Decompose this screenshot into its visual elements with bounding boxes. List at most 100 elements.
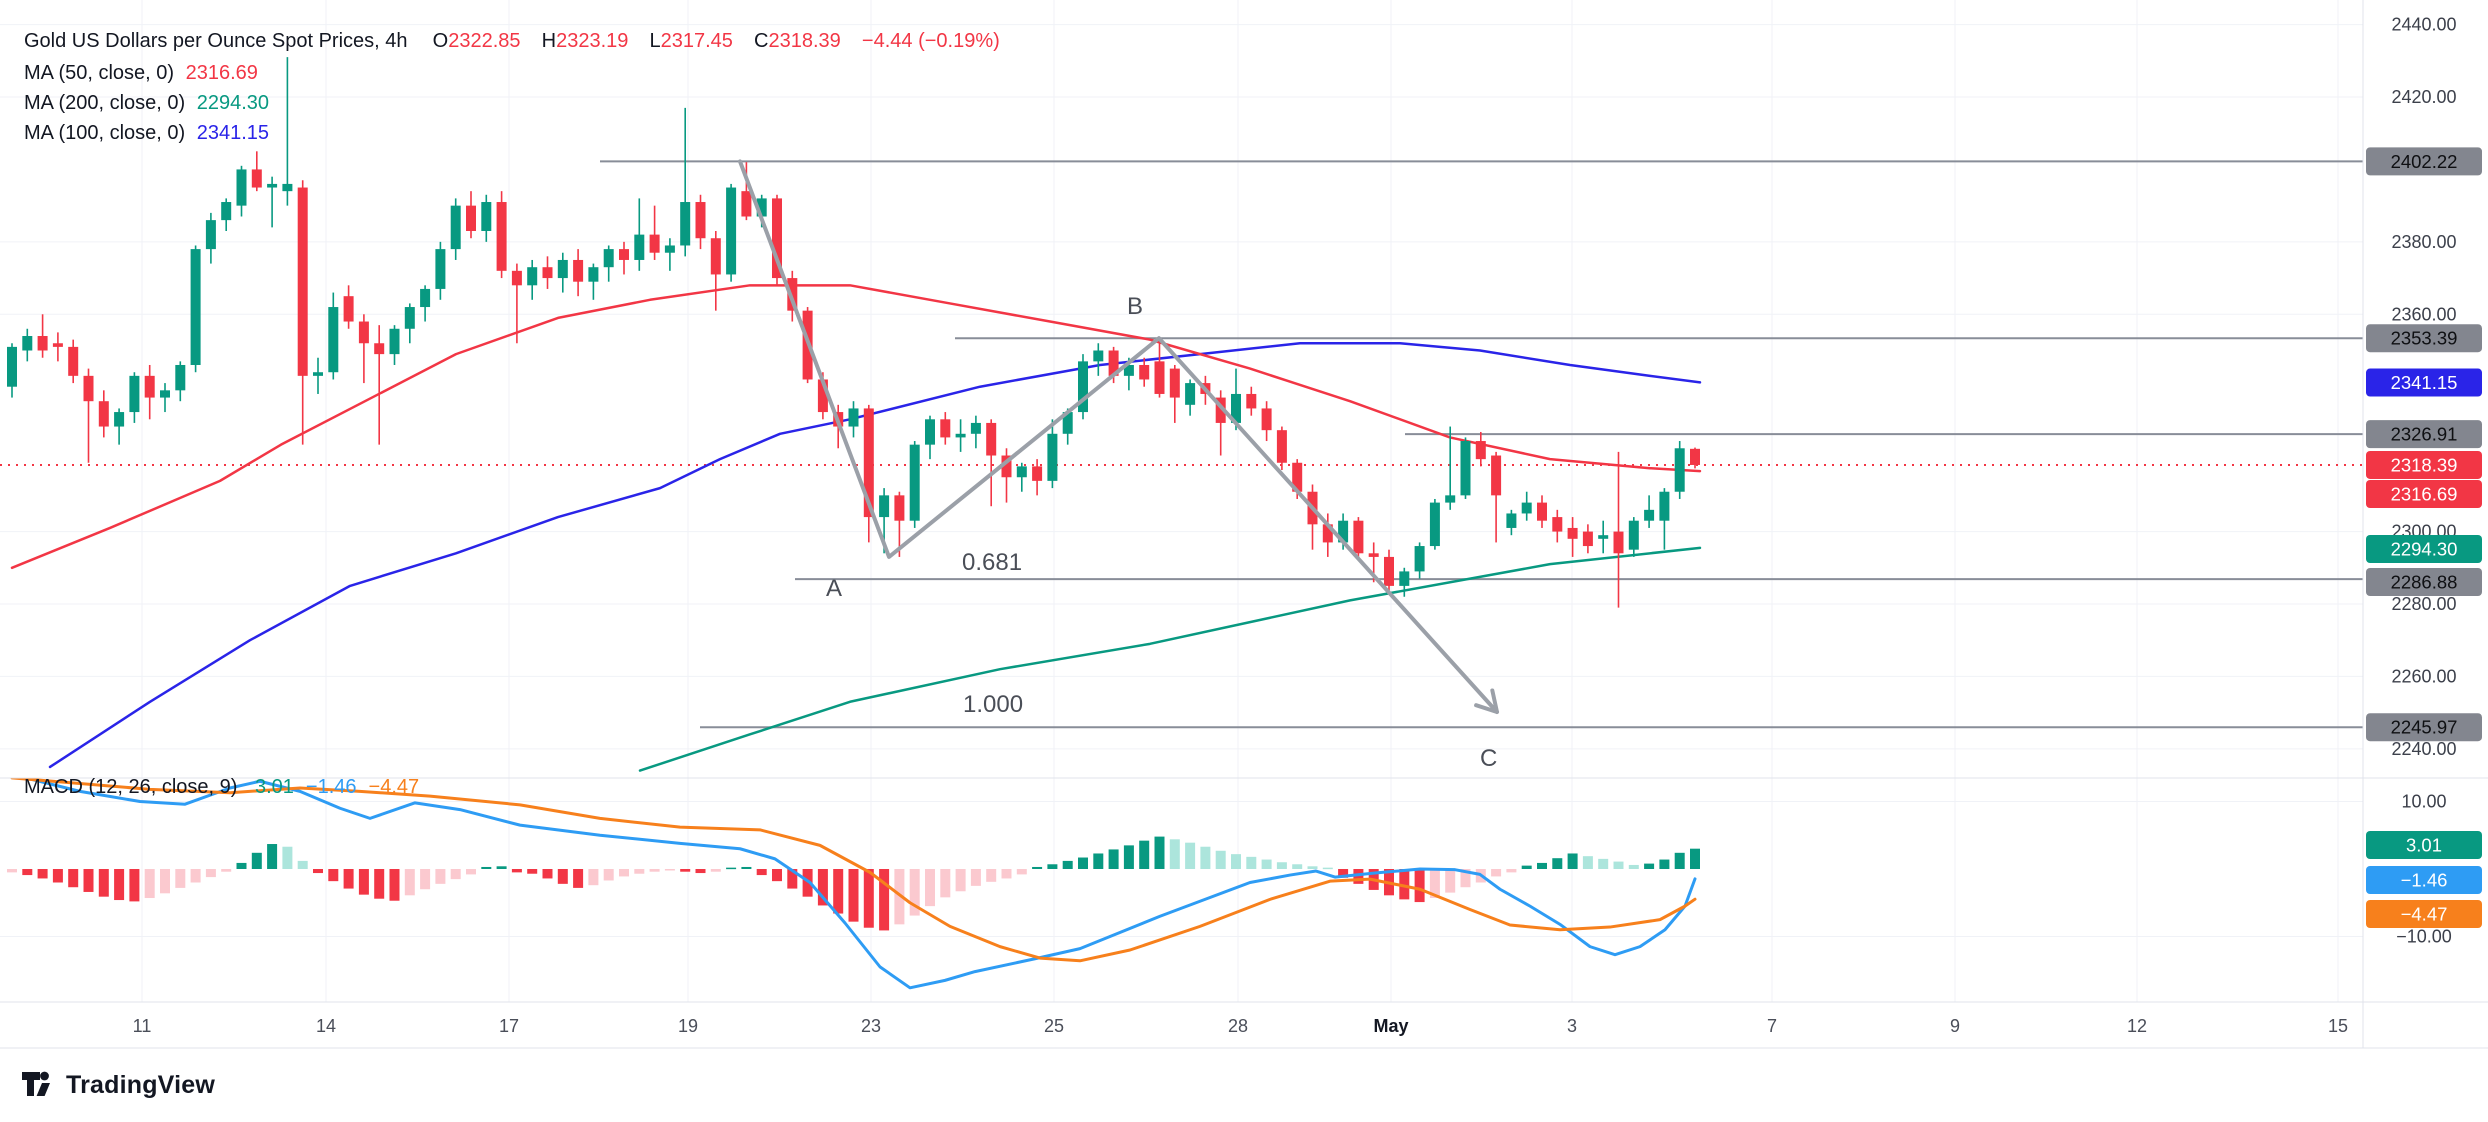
bc-arrow-line[interactable] — [1157, 336, 1499, 714]
macd-histogram-bar — [1628, 864, 1639, 869]
axis-tick-label: 2260.00 — [2391, 666, 2456, 686]
macd-histogram-bar — [1414, 869, 1425, 903]
price-axis[interactable]: 2440.002420.002380.002360.002300.002280.… — [2366, 15, 2482, 947]
macd-line — [19, 778, 1697, 990]
macd-histogram-bar — [1307, 866, 1318, 869]
macd-histogram-bar — [1200, 846, 1211, 869]
macd-histogram-bar — [114, 869, 125, 901]
time-axis-label: 23 — [861, 1016, 881, 1036]
candle-body — [511, 270, 522, 286]
macd-histogram-bar — [358, 869, 369, 895]
macd-histogram-bar — [1292, 864, 1303, 869]
macd-histogram-bar — [1690, 848, 1700, 869]
candle-body — [175, 364, 186, 391]
candle-body — [1414, 546, 1425, 572]
candle-body — [1246, 393, 1257, 409]
price-badge — [2366, 713, 2482, 742]
candle-body — [481, 202, 492, 231]
macd-histogram-bar — [1154, 836, 1165, 869]
macd-histogram-bar — [221, 869, 232, 872]
macd-histogram-bar — [588, 869, 599, 886]
candle-body — [787, 278, 798, 311]
price-badge — [2366, 900, 2482, 928]
candle-body — [1445, 495, 1456, 503]
macd-histogram-bar — [1659, 859, 1670, 869]
candle-body — [1078, 361, 1088, 413]
macd-histogram-bar — [37, 869, 48, 879]
candle-body — [221, 202, 232, 221]
macd-histogram-bar — [450, 869, 461, 880]
candle-body — [573, 259, 584, 282]
candle-body — [1521, 502, 1532, 514]
macd-histogram-bar — [1047, 864, 1058, 869]
time-axis-label: 15 — [2328, 1016, 2348, 1036]
macd-histogram-bar — [710, 869, 721, 872]
macd-histogram-bar — [879, 869, 890, 931]
macd-histogram-bar — [634, 869, 645, 874]
macd-histogram-bar — [680, 869, 691, 872]
candle-body — [1399, 571, 1410, 586]
candle-body — [129, 375, 140, 413]
price-badge-label: −4.47 — [2401, 904, 2448, 925]
candle-body — [1384, 556, 1394, 586]
macd-histogram-bar — [328, 869, 339, 882]
symbol-title: Gold US Dollars per Ounce Spot Prices, 4… — [24, 30, 408, 52]
macd-histogram-bar — [1598, 858, 1609, 869]
candle-body — [634, 234, 645, 260]
price-badge-label: 2402.22 — [2391, 151, 2458, 172]
candle-body — [343, 296, 354, 322]
candle-body — [1582, 531, 1593, 547]
axis-tick-label: 2240.00 — [2391, 739, 2456, 759]
macd-histogram-bar — [313, 869, 323, 874]
macd-values: 3.01 −1.46 −4.47 — [243, 776, 419, 798]
macd-histogram-bar — [1169, 839, 1180, 869]
time-axis[interactable]: 11 14 17 19 23 25 28 May 3 7 9 12 15 — [133, 1016, 2348, 1036]
tradingview-logo[interactable]: TradingView — [22, 1070, 215, 1100]
candle-body — [664, 245, 675, 253]
macd-pane[interactable] — [7, 775, 1700, 990]
candle-body — [1353, 520, 1364, 554]
macd-histogram-bar — [389, 869, 400, 901]
candle-body — [83, 375, 94, 402]
candle-body — [817, 379, 828, 413]
macd-histogram-bar — [1613, 861, 1624, 869]
macd-histogram-bar — [909, 869, 920, 916]
candle-body — [68, 346, 79, 376]
candle-body — [1292, 462, 1303, 492]
macd-histogram-bar — [1093, 853, 1104, 869]
macd-histogram-bar — [1460, 869, 1471, 888]
candle-body — [466, 205, 476, 231]
candle-body — [1674, 448, 1685, 492]
candle-body — [144, 375, 155, 398]
macd-label: MACD (12, 26, close, 9) — [24, 776, 238, 798]
ma50-legend-row[interactable]: MA (50, close, 0) 2316.69 — [24, 62, 258, 85]
candle-body — [588, 267, 599, 282]
candle-body — [98, 401, 109, 427]
macd-histogram-bar — [1231, 854, 1241, 869]
macd-histogram-bar — [1123, 845, 1134, 869]
candle-body — [1261, 408, 1272, 431]
macd-histogram-bar — [129, 869, 140, 902]
candle-body — [557, 259, 568, 279]
ma100-legend-row[interactable]: MA (100, close, 0) 2341.15 — [24, 122, 269, 145]
candles-group[interactable] — [7, 57, 1700, 608]
macd-histogram-bar — [802, 869, 813, 897]
ma200-legend-row[interactable]: MA (200, close, 0) 2294.30 — [24, 92, 269, 115]
macd-legend-row[interactable]: MACD (12, 26, close, 9) 3.01 −1.46 −4.47 — [24, 776, 419, 799]
macd-histogram-bar — [1582, 856, 1593, 869]
macd-histogram-bar — [511, 869, 522, 873]
macd-histogram-bar — [1521, 865, 1532, 869]
candle-body — [619, 249, 629, 260]
ohlc-close-value: 2318.39 — [768, 30, 841, 52]
price-badge — [2366, 568, 2482, 596]
symbol-legend-row[interactable]: Gold US Dollars per Ounce Spot Prices, 4… — [24, 30, 1000, 53]
candle-body — [420, 288, 431, 308]
drawing-label: A — [826, 575, 842, 602]
candle-body — [680, 202, 691, 246]
candle-body — [1659, 491, 1670, 521]
price-badge — [2366, 420, 2482, 449]
drawing-label: C — [1480, 745, 1497, 772]
abc-zigzag-line — [738, 159, 1161, 559]
price-badge — [2366, 324, 2482, 353]
